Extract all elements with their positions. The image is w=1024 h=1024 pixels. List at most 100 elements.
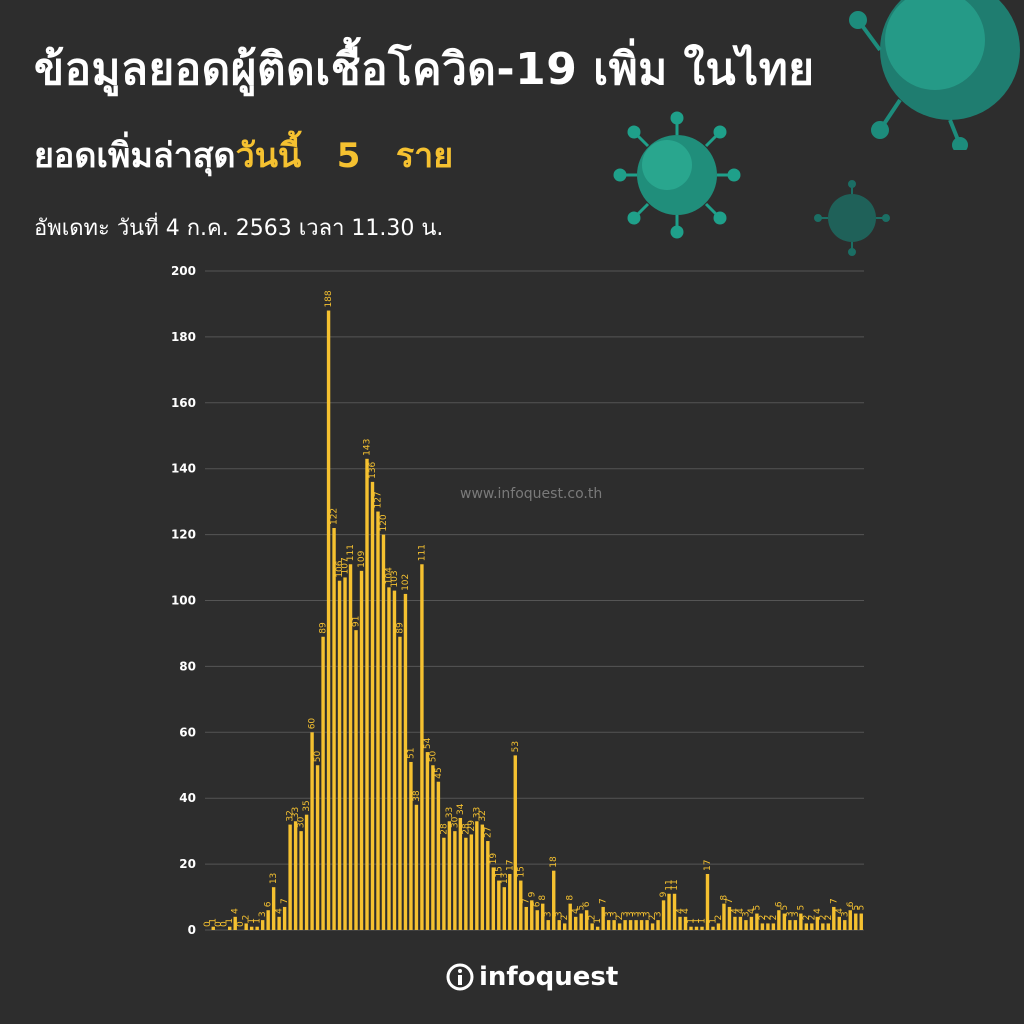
bar-value-label: 2 — [714, 915, 724, 921]
bar — [678, 916, 682, 930]
bar-value-label: 13 — [500, 873, 510, 884]
bar — [645, 920, 649, 930]
virus-decoration-small — [814, 180, 890, 256]
bar-value-label: 8 — [719, 895, 729, 901]
bar-value-label: 109 — [357, 550, 367, 567]
bar — [590, 923, 594, 930]
bar — [837, 916, 841, 930]
bar-value-label: 17 — [505, 860, 515, 871]
bar-value-label: 103 — [390, 570, 400, 587]
bar — [486, 841, 490, 930]
bar-value-label: 1 — [247, 918, 257, 924]
bar — [376, 511, 380, 930]
bar-value-label: 4 — [676, 908, 686, 914]
bar-value-label: 0 — [220, 921, 230, 927]
bar-value-label: 32 — [478, 810, 488, 821]
bar-value-label: 32 — [286, 810, 296, 821]
y-tick-label: 120 — [171, 528, 196, 542]
bar-value-label: 30 — [450, 816, 460, 828]
bar-value-label: 5 — [577, 905, 587, 911]
bar — [228, 926, 232, 930]
bar — [387, 587, 391, 930]
bar-value-label: 2 — [560, 915, 570, 921]
bar — [343, 577, 347, 930]
bar-value-label: 3 — [632, 911, 642, 917]
today-label: วันนี้ — [235, 136, 302, 176]
bar-value-label: 104 — [384, 567, 394, 584]
watermark: www.infoquest.co.th — [460, 486, 603, 502]
bar — [738, 916, 743, 930]
bar — [354, 630, 358, 930]
bar-value-label: 111 — [346, 544, 356, 561]
bar-value-label: 107 — [341, 557, 351, 574]
bar-value-label: 2 — [763, 915, 773, 921]
bar — [656, 920, 660, 930]
bar — [749, 916, 754, 930]
bar-value-label: 38 — [412, 790, 422, 802]
virus-decoration-medium — [613, 111, 741, 239]
bar — [541, 903, 545, 930]
bar-value-label: 11 — [670, 879, 680, 890]
bar-value-label: 7 — [599, 898, 609, 904]
bar — [502, 887, 506, 930]
bar-value-label: 2 — [769, 915, 779, 921]
bar — [326, 310, 331, 930]
bar — [760, 923, 765, 930]
bar — [584, 910, 589, 930]
bar-value-label: 8 — [538, 895, 548, 901]
bar — [403, 593, 408, 930]
bar — [672, 893, 677, 930]
bar-value-label: 0 — [203, 921, 213, 927]
y-tick-label: 60 — [179, 725, 196, 739]
bar — [606, 920, 611, 930]
bar — [579, 913, 583, 930]
bar — [431, 765, 435, 930]
virus-decoration-large — [849, 0, 1020, 150]
bar — [337, 580, 342, 930]
bar-value-label: 111 — [417, 544, 427, 561]
bar-value-label: 28 — [461, 823, 471, 835]
bar-value-label: 29 — [467, 820, 477, 832]
bar — [458, 817, 463, 930]
bar-value-label: 2 — [818, 915, 828, 921]
bar-value-label: 4 — [275, 908, 285, 914]
bar-value-label: 50 — [428, 751, 438, 763]
bar-value-label: 2 — [648, 915, 658, 921]
bar-value-label: 5 — [780, 905, 790, 911]
bar-value-label: 102 — [401, 574, 411, 591]
bar-value-label: 3 — [258, 911, 268, 917]
bar-value-label: 4 — [231, 908, 241, 914]
bar-value-label: 3 — [626, 911, 636, 917]
bar — [694, 926, 699, 930]
bar — [271, 887, 276, 930]
bar — [782, 913, 787, 930]
bar — [370, 481, 375, 930]
bar — [777, 910, 781, 930]
bar-value-label: 7 — [522, 898, 532, 904]
bar-value-label: 3 — [637, 911, 647, 917]
y-tick-label: 80 — [179, 659, 196, 673]
today-count: 5 — [336, 136, 361, 176]
bar-value-label: 6 — [846, 901, 856, 907]
bar-value-label: 2 — [615, 915, 625, 921]
bar — [766, 923, 770, 930]
bar — [650, 923, 655, 930]
bar-value-label: 1 — [692, 918, 702, 924]
bar-value-label: 1 — [209, 918, 219, 924]
bar — [595, 926, 600, 930]
logo-text: infoquest — [479, 962, 619, 992]
bar — [793, 920, 798, 930]
bar — [661, 900, 666, 930]
bar — [815, 916, 820, 930]
bar-value-label: 1 — [593, 918, 603, 924]
bar-value-label: 127 — [373, 491, 383, 508]
y-tick-label: 0 — [188, 923, 196, 937]
bar-value-label: 0 — [236, 921, 246, 927]
bar-value-label: 6 — [582, 901, 592, 907]
bar-value-label: 19 — [489, 853, 499, 865]
bar-value-label: 3 — [741, 911, 751, 917]
bar-value-label: 3 — [840, 911, 850, 917]
bar — [859, 913, 863, 930]
bar — [689, 926, 693, 930]
